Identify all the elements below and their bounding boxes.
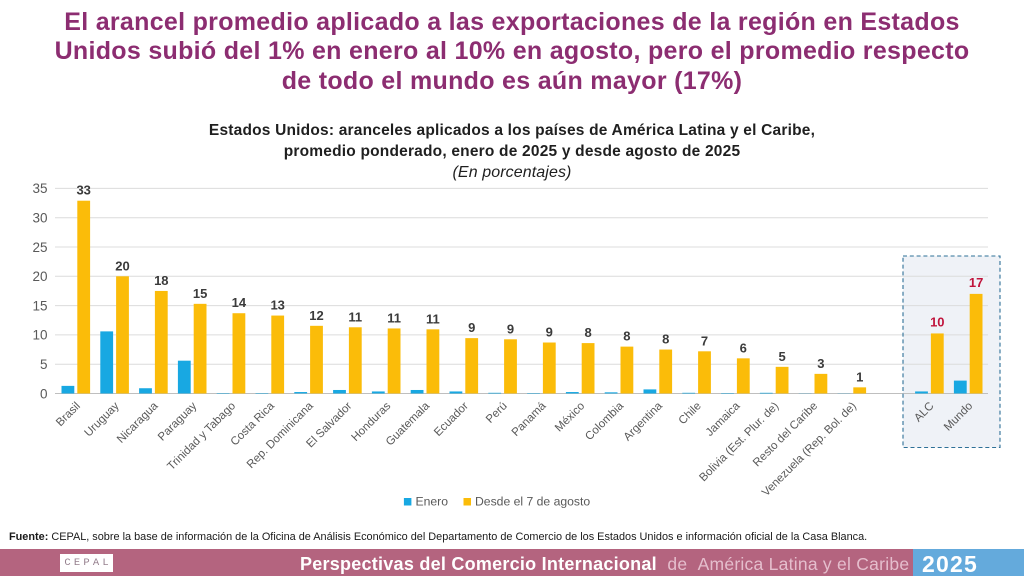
svg-text:18: 18 (154, 273, 168, 288)
svg-text:8: 8 (662, 332, 669, 347)
svg-text:Enero: Enero (416, 495, 449, 509)
svg-text:35: 35 (32, 181, 47, 196)
svg-text:3: 3 (817, 356, 824, 371)
svg-text:14: 14 (232, 295, 247, 310)
svg-text:Perú: Perú (484, 400, 510, 426)
svg-text:México: México (553, 400, 587, 434)
svg-text:Brasil: Brasil (54, 400, 83, 429)
svg-text:15: 15 (32, 298, 47, 313)
svg-text:0: 0 (40, 386, 48, 401)
svg-text:10: 10 (930, 314, 944, 329)
svg-text:1: 1 (856, 369, 863, 384)
svg-text:30: 30 (32, 211, 47, 226)
svg-text:5: 5 (40, 357, 48, 372)
svg-text:17: 17 (969, 275, 983, 290)
svg-text:33: 33 (76, 183, 90, 198)
svg-text:Jamaica: Jamaica (704, 400, 743, 439)
svg-text:25: 25 (32, 240, 47, 255)
svg-text:13: 13 (270, 298, 284, 313)
svg-text:Colombia: Colombia (583, 400, 626, 443)
svg-text:11: 11 (348, 309, 362, 324)
svg-text:7: 7 (701, 333, 708, 348)
svg-text:11: 11 (387, 311, 401, 326)
svg-text:10: 10 (32, 328, 47, 343)
svg-text:9: 9 (546, 325, 553, 340)
svg-text:Panamá: Panamá (510, 400, 549, 439)
svg-text:Chile: Chile (677, 400, 704, 427)
svg-text:20: 20 (32, 269, 47, 284)
svg-text:Nicaragua: Nicaragua (115, 400, 161, 446)
svg-text:11: 11 (426, 311, 440, 326)
svg-text:12: 12 (309, 308, 323, 323)
svg-text:8: 8 (623, 329, 630, 344)
svg-text:Trinidad y Tabago: Trinidad y Tabago (165, 400, 238, 473)
svg-text:9: 9 (468, 320, 475, 335)
svg-text:6: 6 (740, 340, 747, 355)
svg-text:5: 5 (778, 349, 785, 364)
svg-text:9: 9 (507, 321, 514, 336)
svg-text:Ecuador: Ecuador (432, 400, 471, 439)
svg-text:Argentina: Argentina (622, 400, 666, 444)
svg-text:8: 8 (584, 325, 591, 340)
svg-text:Rep. Dominicana: Rep. Dominicana (245, 400, 316, 471)
svg-text:20: 20 (115, 258, 129, 273)
svg-text:Desde el 7 de agosto: Desde el 7 de agosto (475, 495, 590, 509)
svg-text:15: 15 (193, 286, 207, 301)
svg-text:Uruguay: Uruguay (82, 400, 121, 439)
